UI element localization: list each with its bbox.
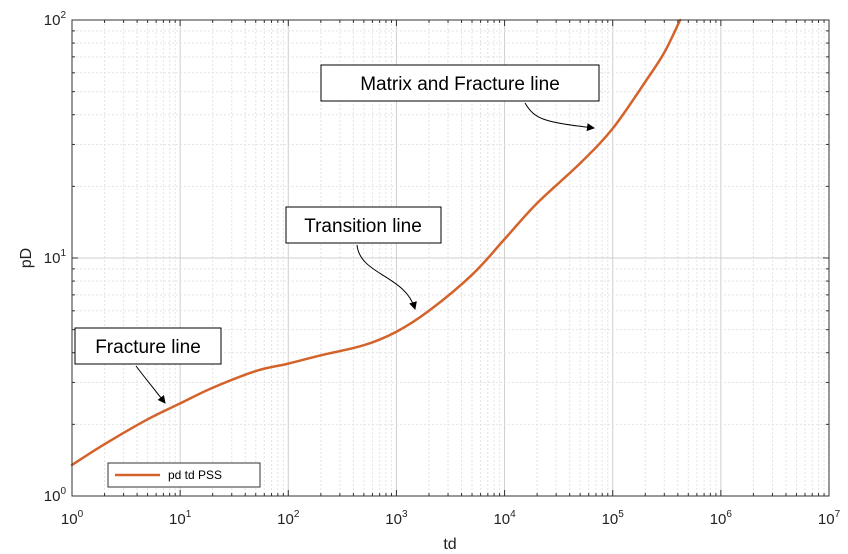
y-tick-label: 102 [44,10,67,29]
annotation-text: Matrix and Fracture line [360,74,560,95]
grid [72,20,829,496]
annotation-arrow [524,102,595,132]
annotation-transition: Transition line [285,206,442,310]
x-tick-label: 106 [710,509,733,528]
y-axis-label: pD [18,248,35,268]
annotation-text: Transition line [304,216,422,237]
y-tick-label: 101 [44,248,67,267]
annotation-box [320,64,600,102]
legend: pd td PSS [107,462,261,488]
x-axis-label: td [443,536,456,553]
x-tick-label: 102 [277,509,300,528]
x-tick-label: 104 [493,509,516,528]
tick-marks [72,20,829,496]
annotation-text: Fracture line [95,337,201,358]
annotation-matrix-fracture: Matrix and Fracture line [320,64,600,132]
series-line-pd-td-pss [70,18,682,467]
x-tick-label: 101 [169,509,192,528]
annotation-arrow [356,244,417,310]
y-tick-label: 100 [44,486,67,505]
legend-label: pd td PSS [168,468,222,482]
series-layer [70,18,682,467]
annotation-box [74,327,222,365]
x-tick-label: 100 [61,509,84,528]
annotation-fracture: Fracture line [74,327,222,404]
x-tick-label: 103 [385,509,408,528]
x-tick-label: 107 [818,509,841,528]
annotation-arrow [135,365,166,404]
annotation-box [285,206,442,244]
x-tick-label: 105 [602,509,625,528]
